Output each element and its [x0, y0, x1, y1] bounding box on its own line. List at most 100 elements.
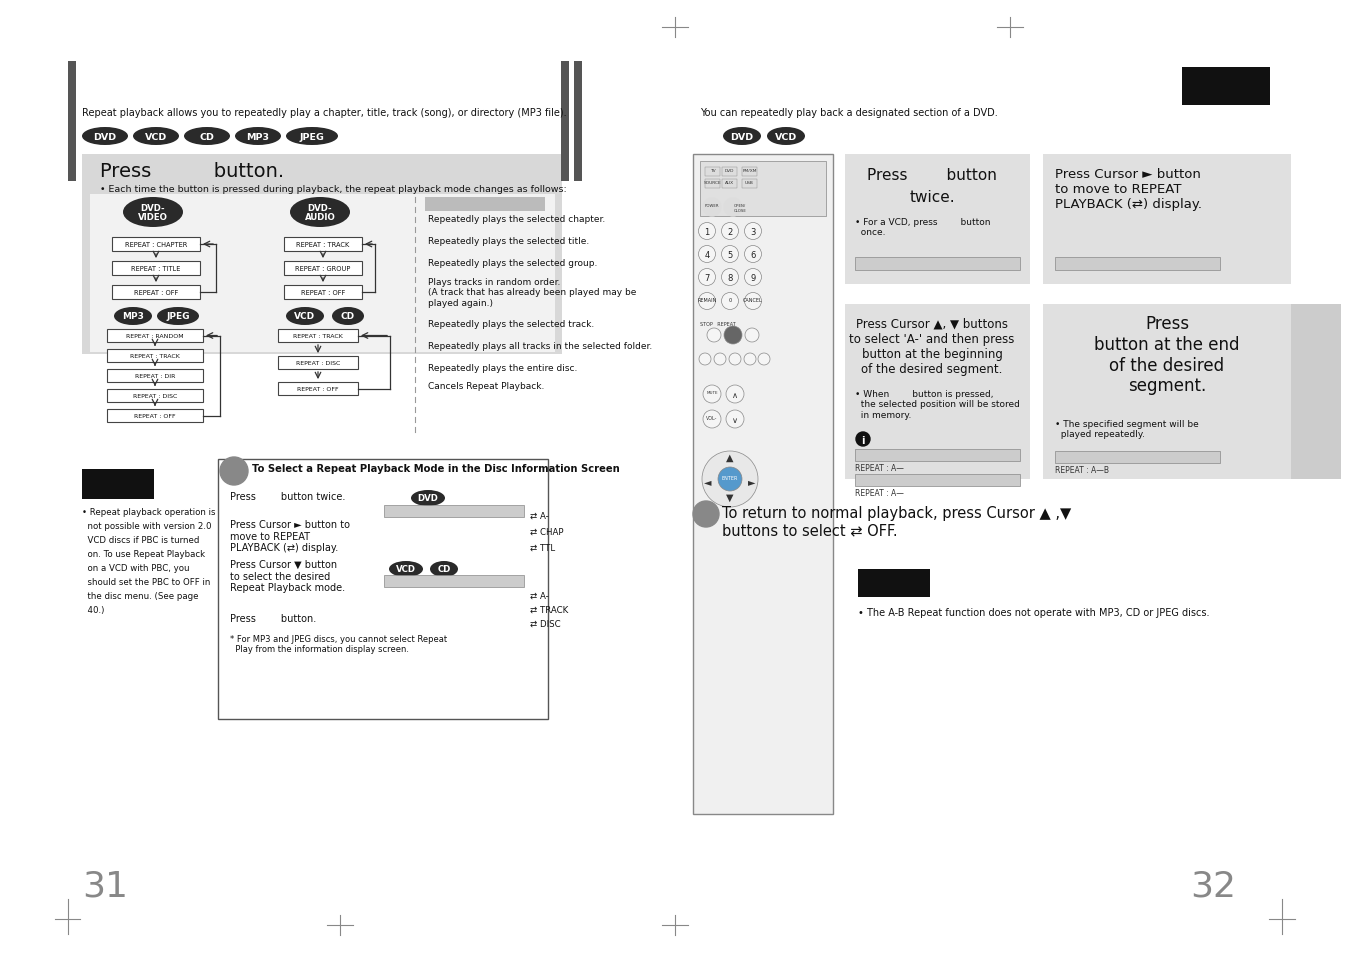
- Text: REPEAT : A—B: REPEAT : A—B: [1054, 465, 1108, 475]
- Bar: [112, 237, 200, 252]
- Text: AUX: AUX: [725, 181, 734, 185]
- Text: REPEAT : DISC: REPEAT : DISC: [132, 394, 177, 398]
- Text: MP3: MP3: [122, 313, 144, 321]
- Circle shape: [745, 329, 759, 343]
- Text: SOURCE: SOURCE: [703, 181, 721, 185]
- Text: on. To use Repeat Playback: on. To use Repeat Playback: [82, 550, 205, 558]
- Bar: [743, 180, 757, 189]
- Text: POWER: POWER: [705, 204, 720, 208]
- Text: the disc menu. (See page: the disc menu. (See page: [82, 592, 198, 600]
- Circle shape: [721, 294, 738, 310]
- Ellipse shape: [290, 198, 350, 228]
- Circle shape: [726, 386, 744, 403]
- Text: REPEAT : A—: REPEAT : A—: [855, 463, 904, 473]
- Bar: [82, 470, 154, 499]
- Circle shape: [744, 223, 761, 240]
- Text: You can repeatedly play back a designated section of a DVD.: You can repeatedly play back a designate…: [701, 108, 998, 118]
- Bar: [562, 62, 568, 182]
- Text: VCD: VCD: [144, 132, 167, 141]
- Circle shape: [718, 468, 743, 492]
- Text: Press
button at the end
of the desired
segment.: Press button at the end of the desired s…: [1095, 314, 1239, 395]
- Ellipse shape: [286, 128, 338, 146]
- Text: JPEG: JPEG: [300, 132, 324, 141]
- Text: * For MP3 and JPEG discs, you cannot select Repeat
  Play from the information d: * For MP3 and JPEG discs, you cannot sel…: [230, 635, 447, 654]
- Circle shape: [726, 411, 744, 429]
- Circle shape: [707, 329, 721, 343]
- Bar: [383, 505, 524, 517]
- Text: DVD  4  EN 1/3  [tt/ttt]  □ OFF/02  ⇄ A: DVD 4 EN 1/3 [tt/ttt] □ OFF/02 ⇄ A: [857, 451, 984, 456]
- Text: DVD: DVD: [730, 132, 753, 141]
- Text: REPEAT : TRACK: REPEAT : TRACK: [297, 242, 350, 248]
- Circle shape: [744, 354, 756, 366]
- Bar: [90, 194, 555, 353]
- Bar: [701, 162, 826, 216]
- Circle shape: [699, 354, 711, 366]
- Text: VCD discs if PBC is turned: VCD discs if PBC is turned: [82, 536, 200, 544]
- Text: ▲: ▲: [726, 453, 734, 462]
- Circle shape: [702, 452, 757, 507]
- Text: DVD  4  EN 1/3  [tt/ttt]  □ OFF/02  ⇄ OFF: DVD 4 EN 1/3 [tt/ttt] □ OFF/02 ⇄ OFF: [386, 506, 520, 512]
- Bar: [722, 168, 737, 177]
- Bar: [82, 154, 562, 355]
- Text: USB: USB: [745, 181, 753, 185]
- Text: MUTE: MUTE: [706, 391, 718, 395]
- Text: CD: CD: [200, 132, 215, 141]
- Text: ⇄ CHAP: ⇄ CHAP: [531, 527, 563, 537]
- Bar: [107, 330, 202, 343]
- Text: ▼: ▼: [726, 493, 734, 502]
- Text: Repeatedly plays all tracks in the selected folder.: Repeatedly plays all tracks in the selec…: [428, 341, 652, 351]
- Text: DVD  4  EN 1/3  [tt/ttt]  □ OFF/02  ⇄ A-B: DVD 4 EN 1/3 [tt/ttt] □ OFF/02 ⇄ A-B: [1057, 453, 1191, 457]
- Bar: [107, 390, 202, 402]
- Text: ⇄ A-: ⇄ A-: [531, 512, 548, 520]
- Ellipse shape: [389, 561, 423, 578]
- Circle shape: [698, 223, 716, 240]
- Text: Press        button twice.: Press button twice.: [230, 492, 346, 501]
- Text: 0: 0: [729, 297, 732, 303]
- Text: Cancels Repeat Playback.: Cancels Repeat Playback.: [428, 381, 544, 391]
- Circle shape: [698, 294, 716, 310]
- Text: OPEN/
CLOSE: OPEN/ CLOSE: [733, 204, 747, 213]
- Text: 7: 7: [705, 274, 710, 283]
- Text: REPEAT : GROUP: REPEAT : GROUP: [296, 266, 351, 272]
- Text: • When        button is pressed,
  the selected position will be stored
  in mem: • When button is pressed, the selected p…: [855, 390, 1019, 419]
- Circle shape: [703, 411, 721, 429]
- Bar: [722, 180, 737, 189]
- Text: DVD-
AUDIO: DVD- AUDIO: [305, 203, 335, 222]
- Text: i: i: [861, 436, 865, 446]
- Bar: [107, 350, 202, 363]
- Text: 32: 32: [1189, 869, 1237, 903]
- Bar: [217, 459, 548, 720]
- Circle shape: [744, 294, 761, 310]
- Text: 31: 31: [82, 869, 128, 903]
- Bar: [284, 237, 362, 252]
- Text: ∧: ∧: [732, 391, 738, 399]
- Bar: [1183, 68, 1270, 106]
- Bar: [574, 62, 582, 182]
- Text: REPEAT : RANDOM: REPEAT : RANDOM: [126, 334, 184, 338]
- Bar: [693, 154, 833, 814]
- Circle shape: [724, 327, 742, 345]
- Text: DVD-
VIDEO: DVD- VIDEO: [138, 203, 167, 222]
- Bar: [1054, 257, 1220, 271]
- Text: ∨: ∨: [732, 416, 738, 424]
- Bar: [112, 286, 200, 299]
- Text: MP3: MP3: [247, 132, 270, 141]
- Bar: [1291, 305, 1341, 479]
- Text: REPEAT : OFF: REPEAT : OFF: [301, 290, 346, 295]
- Circle shape: [714, 354, 726, 366]
- Text: Repeatedly plays the selected chapter.: Repeatedly plays the selected chapter.: [428, 214, 605, 224]
- Text: ◄: ◄: [705, 476, 711, 486]
- Text: Press Cursor ► button
to move to REPEAT
PLAYBACK (⇄) display.: Press Cursor ► button to move to REPEAT …: [1054, 168, 1202, 211]
- Bar: [278, 356, 358, 370]
- Text: 1: 1: [705, 228, 710, 236]
- Circle shape: [703, 199, 721, 216]
- Bar: [1044, 305, 1291, 479]
- Text: 4: 4: [705, 251, 710, 260]
- Bar: [705, 180, 720, 189]
- Text: FM/XM: FM/XM: [743, 169, 757, 172]
- Text: 3: 3: [751, 228, 756, 236]
- Circle shape: [721, 246, 738, 263]
- Ellipse shape: [184, 128, 230, 146]
- Text: REPEAT : OFF: REPEAT : OFF: [297, 387, 339, 392]
- Text: REPEAT : TRACK: REPEAT : TRACK: [293, 334, 343, 338]
